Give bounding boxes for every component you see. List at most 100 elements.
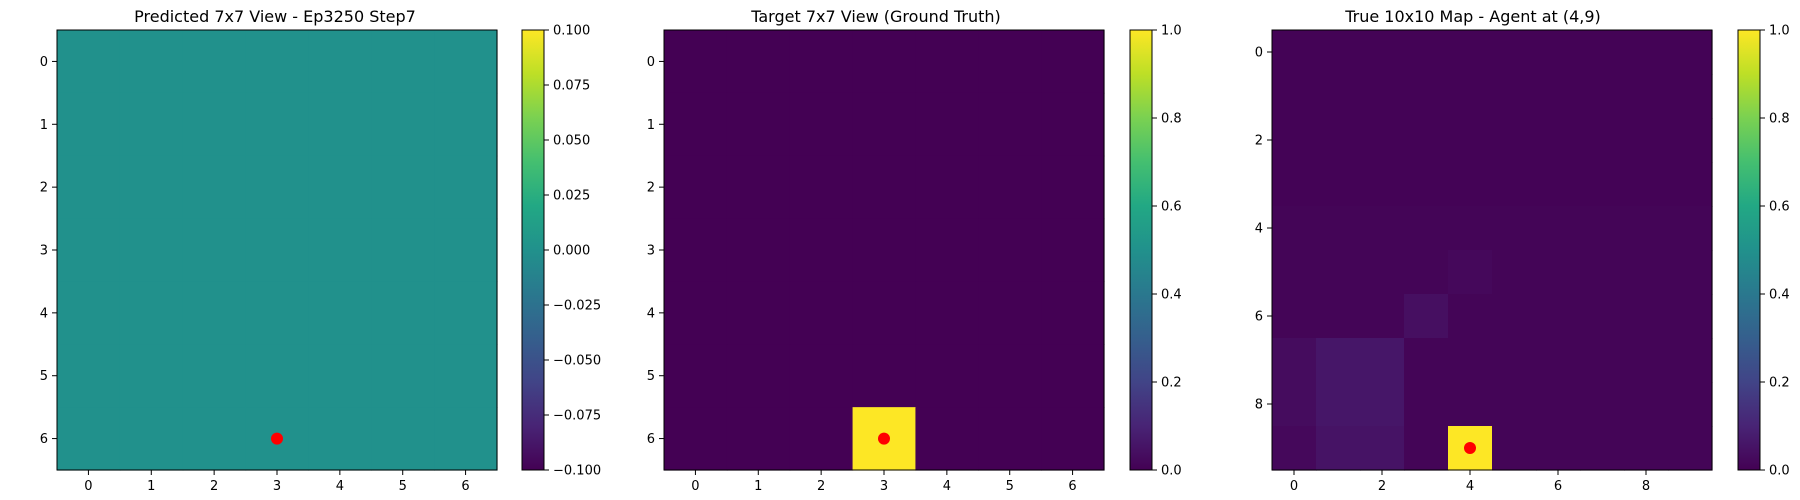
- heatmap-cell: [371, 30, 435, 94]
- y-tick-label: 2: [1255, 134, 1263, 149]
- colorbar-tick-label: 0.0: [1161, 464, 1182, 479]
- panel-title-predicted: Predicted 7x7 View - Ep3250 Step7: [134, 7, 416, 26]
- colorbar-tick-label: −0.100: [553, 464, 601, 479]
- heatmap-cell: [789, 92, 854, 157]
- heatmap-cell: [1536, 294, 1581, 339]
- heatmap-cell: [978, 281, 1042, 345]
- heatmap-cell: [434, 92, 498, 157]
- colorbar-tick-label: 0.050: [553, 134, 590, 149]
- heatmap-cell: [182, 344, 247, 408]
- axes-frame: [1271, 29, 1713, 471]
- heatmap-cell: [915, 218, 979, 283]
- heatmap-cell: [119, 30, 184, 94]
- panel-title-true-map: True 10x10 Map - Agent at (4,9): [1344, 7, 1601, 26]
- heatmap-cell: [57, 218, 121, 283]
- heatmap-cell: [1624, 382, 1669, 427]
- heatmap-cell: [664, 407, 728, 471]
- heatmap-cell: [1668, 74, 1713, 119]
- heatmap-cell: [1492, 382, 1537, 427]
- colorbar-tick-label: −0.050: [553, 354, 601, 369]
- colorbar-tick-label: 0.8: [1769, 112, 1790, 127]
- heatmap-cell: [1404, 206, 1449, 251]
- colorbar-tick-label: 0.2: [1769, 376, 1790, 391]
- heatmap-cell: [852, 281, 917, 345]
- heatmap-cell: [1580, 294, 1625, 339]
- heatmap-cell: [1668, 382, 1713, 427]
- heatmap-cell: [245, 155, 310, 220]
- heatmap-cell: [1536, 30, 1581, 75]
- heatmap-cell: [1448, 118, 1493, 163]
- heatmap-cell: [1624, 294, 1669, 339]
- heatmap-cell: [1404, 162, 1449, 207]
- heatmap-cell: [434, 155, 498, 220]
- heatmap-cell: [726, 218, 791, 283]
- heatmap-cell: [1580, 162, 1625, 207]
- heatmap-cell: [119, 407, 184, 471]
- heatmap-cell: [308, 407, 372, 471]
- colorbar-target: 1.0 0.8 0.6 0.4 0.2 0.0: [1129, 24, 1182, 479]
- heatmap-cell: [308, 92, 372, 157]
- x-tick-label: 6: [1068, 479, 1076, 494]
- heatmap-cell: [1404, 382, 1449, 427]
- heatmap-cell: [57, 281, 121, 345]
- heatmap-cell: [1448, 382, 1493, 427]
- heatmap-cell: [1448, 338, 1493, 383]
- colorbar-tick-label: 0.000: [553, 244, 590, 259]
- heatmap-cell: [1404, 74, 1449, 119]
- heatmap-cell: [1272, 250, 1317, 295]
- heatmap-cell: [789, 344, 854, 408]
- heatmap-cell: [182, 407, 247, 471]
- heatmap-cell: [1536, 338, 1581, 383]
- y-tick-label: 5: [40, 369, 48, 384]
- heatmap-cell: [664, 92, 728, 157]
- heatmap-cell: [434, 30, 498, 94]
- y-tick-label: 3: [647, 244, 655, 259]
- heatmap-true-map: [1272, 30, 1713, 471]
- y-tick-label: 0: [40, 55, 48, 70]
- x-tick-label: 4: [1466, 479, 1474, 494]
- heatmap-cell: [1448, 250, 1493, 295]
- heatmap-cell: [915, 344, 979, 408]
- heatmap-cell: [182, 92, 247, 157]
- heatmap-cell: [119, 218, 184, 283]
- heatmap-cell: [1360, 118, 1405, 163]
- y-tick-label: 6: [647, 432, 655, 447]
- heatmap-cell: [1448, 294, 1493, 339]
- heatmap-cell: [1580, 338, 1625, 383]
- heatmap-cell: [119, 92, 184, 157]
- y-tick-label: 8: [1255, 398, 1263, 413]
- colorbar-predicted: 0.100 0.075 0.050 0.025 0.000 −0.025 −0.050 −0.…: [521, 24, 601, 479]
- x-tick-label: 4: [943, 479, 951, 494]
- heatmap-cell: [1448, 30, 1493, 75]
- heatmap-cell: [1668, 294, 1713, 339]
- x-tick-label: 2: [1378, 479, 1386, 494]
- heatmap-cell: [852, 92, 917, 157]
- heatmap-cell: [915, 281, 979, 345]
- heatmap-cell: [308, 218, 372, 283]
- heatmap-cell: [1360, 338, 1405, 383]
- x-tick-label: 0: [691, 479, 699, 494]
- heatmap-cell: [57, 344, 121, 408]
- heatmap-cell: [1316, 338, 1361, 383]
- heatmap-cell: [852, 30, 917, 94]
- x-tick-label: 6: [1554, 479, 1562, 494]
- heatmap-cell: [726, 92, 791, 157]
- heatmap-cell: [1041, 30, 1105, 94]
- heatmap-cell: [434, 344, 498, 408]
- heatmap-cell: [434, 407, 498, 471]
- y-tick-label: 1: [647, 118, 655, 133]
- panel-true-map: True 10x10 Map - Agent at (4,9) 0 2 4 6 8 0 2 4…: [1255, 7, 1790, 494]
- colorbar-tick-label: −0.075: [553, 409, 601, 424]
- heatmap-cell: [371, 281, 435, 345]
- heatmap-cell: [1492, 338, 1537, 383]
- heatmap-cell: [308, 281, 372, 345]
- heatmap-cell: [1492, 162, 1537, 207]
- heatmap-cell: [1272, 118, 1317, 163]
- heatmap-cell: [434, 218, 498, 283]
- heatmap-cell: [1624, 74, 1669, 119]
- heatmap-cell: [1580, 250, 1625, 295]
- colorbar-gradient: [521, 29, 545, 471]
- heatmap-cell: [1272, 426, 1317, 471]
- colorbar-true-map: 1.0 0.8 0.6 0.4 0.2 0.0: [1737, 24, 1790, 479]
- heatmap-cell: [852, 155, 917, 220]
